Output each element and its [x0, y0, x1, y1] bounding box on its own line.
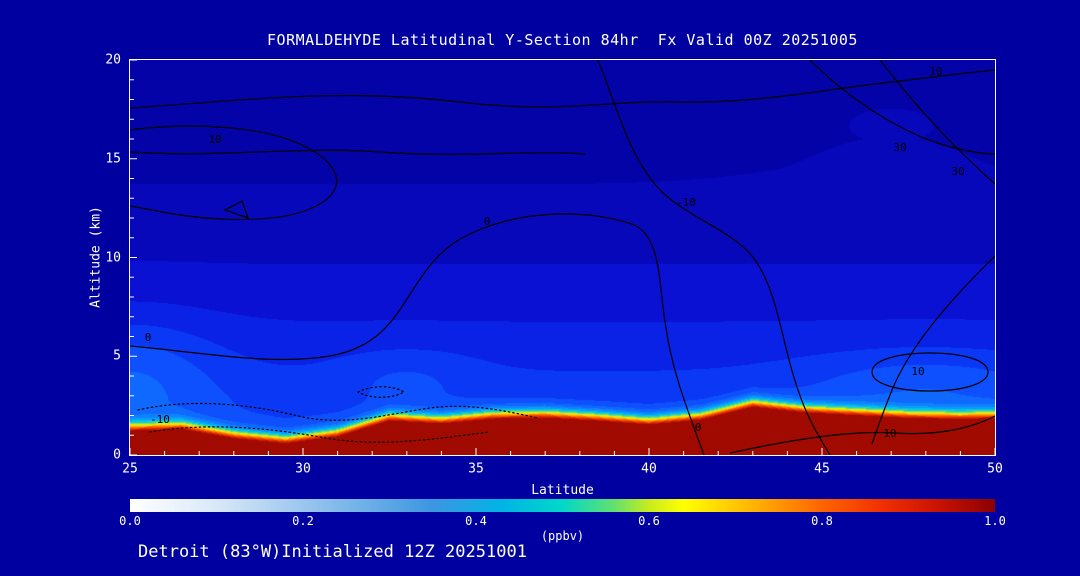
colorbar-tick-label: 0.8 — [811, 514, 833, 528]
contour-value-label: 10 — [929, 65, 942, 78]
colorbar-gradient — [130, 499, 995, 512]
y-tick-label: 20 — [105, 52, 121, 68]
contour-line — [879, 60, 995, 185]
x-tick-label: 35 — [468, 461, 484, 477]
x-tick-label: 30 — [295, 461, 311, 477]
contour-line — [223, 200, 249, 219]
contour-value-label: 30 — [893, 141, 906, 154]
contour-line — [356, 386, 406, 398]
x-tick-label: 25 — [122, 461, 138, 477]
x-tick-label: 50 — [987, 461, 1003, 477]
contour-value-label: 10 — [911, 365, 924, 378]
contour-line — [149, 426, 491, 443]
contour-value-label: 0 — [695, 421, 702, 434]
y-axis-label: Altitude (km) — [88, 206, 104, 308]
colorbar-tick-label: 0.4 — [465, 514, 487, 528]
contour-line — [597, 60, 831, 455]
chart-title: FORMALDEHYDE Latitudinal Y-Section 84hr … — [267, 31, 858, 49]
contour-value-label: 10 — [883, 427, 896, 440]
colorbar-tick-label: 0.0 — [119, 514, 141, 528]
contour-line — [871, 255, 995, 445]
contour-line — [809, 60, 995, 155]
contour-value-label: 30 — [951, 165, 964, 178]
y-tick-label: 0 — [113, 447, 121, 463]
colorbar-tick-label: 0.2 — [292, 514, 314, 528]
contour-line — [871, 352, 989, 392]
colorbar-tick-label: 1.0 — [984, 514, 1006, 528]
y-tick-label: 5 — [113, 348, 121, 364]
x-axis-label: Latitude — [531, 483, 594, 498]
contour-line — [729, 415, 995, 454]
heatmap-field-canvas — [130, 60, 995, 455]
contour-value-label: -10 — [676, 196, 696, 209]
contour-value-label: 10 — [208, 133, 221, 146]
contour-line — [137, 402, 539, 421]
colorbar-unit-label: (ppbv) — [540, 529, 585, 543]
plot-area: 10 10 0 0 0 -10 30 30 10 10 -10 — [129, 59, 996, 456]
contour-overlay: 10 10 0 0 0 -10 30 30 10 10 -10 — [130, 60, 995, 455]
contour-line — [130, 69, 995, 109]
contour-value-label: 0 — [484, 215, 491, 228]
x-tick-label: 40 — [641, 461, 657, 477]
contour-value-label: -10 — [150, 413, 170, 426]
y-tick-label: 10 — [105, 250, 121, 265]
contour-value-label: 0 — [145, 331, 152, 344]
x-tick-label: 45 — [814, 461, 830, 477]
contour-line — [130, 125, 338, 221]
contour-line — [130, 149, 586, 155]
y-tick-label: 15 — [105, 151, 121, 167]
contour-line — [130, 213, 705, 455]
run-info-text: Detroit (83°W)Initialized 12Z 20251001 — [138, 542, 527, 562]
colorbar-tick-label: 0.6 — [638, 514, 660, 528]
